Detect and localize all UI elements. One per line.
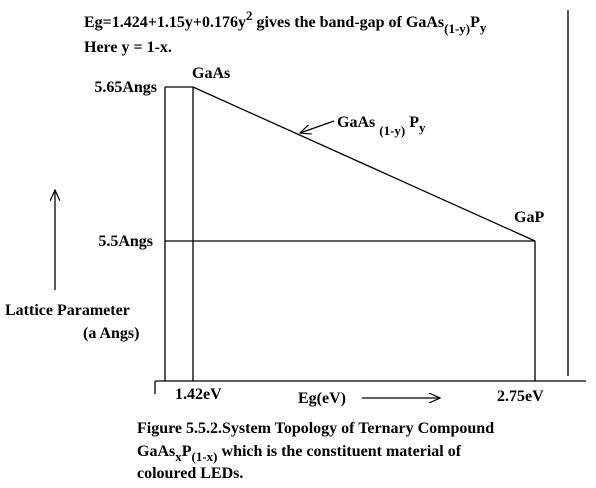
eq-sub: (1-y) bbox=[444, 21, 470, 36]
eq-sup: 2 bbox=[246, 8, 253, 23]
x-label: 2.75eV bbox=[497, 388, 544, 405]
eq-part: gives the band-gap of GaAs bbox=[253, 14, 445, 31]
y-label: 5.65Angs bbox=[94, 79, 157, 96]
label-part: GaAs bbox=[337, 114, 375, 131]
caption-sub: (1-x) bbox=[192, 449, 218, 464]
y-label: 5.5Angs bbox=[98, 233, 153, 250]
x-label: 1.42eV bbox=[175, 386, 222, 403]
gap-label: GaP bbox=[514, 209, 544, 226]
caption-part: GaAs bbox=[137, 443, 175, 460]
caption-part: P bbox=[182, 443, 192, 460]
caption: Figure 5.5.2.System Topology of Ternary … bbox=[137, 420, 494, 437]
eq-part: P bbox=[470, 14, 480, 31]
label-part: P bbox=[409, 114, 419, 131]
label-sub: y bbox=[419, 120, 426, 135]
ternary-label: GaAs (1-y) Py bbox=[337, 114, 426, 138]
caption: coloured LEDs. bbox=[137, 465, 243, 482]
label-sub: (1-y) bbox=[379, 123, 405, 138]
caption-part: which is the constituent material of bbox=[218, 443, 462, 460]
note: Here y = 1-x. bbox=[84, 39, 172, 56]
x-axis-title: Eg(eV) bbox=[298, 390, 346, 407]
caption-sub: x bbox=[175, 449, 182, 464]
caption: GaAsxP(1-x) which is the constituent mat… bbox=[137, 443, 462, 464]
y-axis-title: (a Angs) bbox=[83, 325, 139, 342]
label-arrow bbox=[300, 120, 335, 133]
composition-line bbox=[192, 86, 536, 242]
y-axis-title: Lattice Parameter bbox=[5, 302, 130, 319]
eq-sub: y bbox=[480, 20, 487, 35]
gaas-label: GaAs bbox=[192, 65, 230, 82]
equation: Eg=1.424+1.15y+0.176y2 gives the band-ga… bbox=[84, 8, 487, 36]
eq-part: Eg=1.424+1.15y+0.176y bbox=[84, 14, 246, 31]
